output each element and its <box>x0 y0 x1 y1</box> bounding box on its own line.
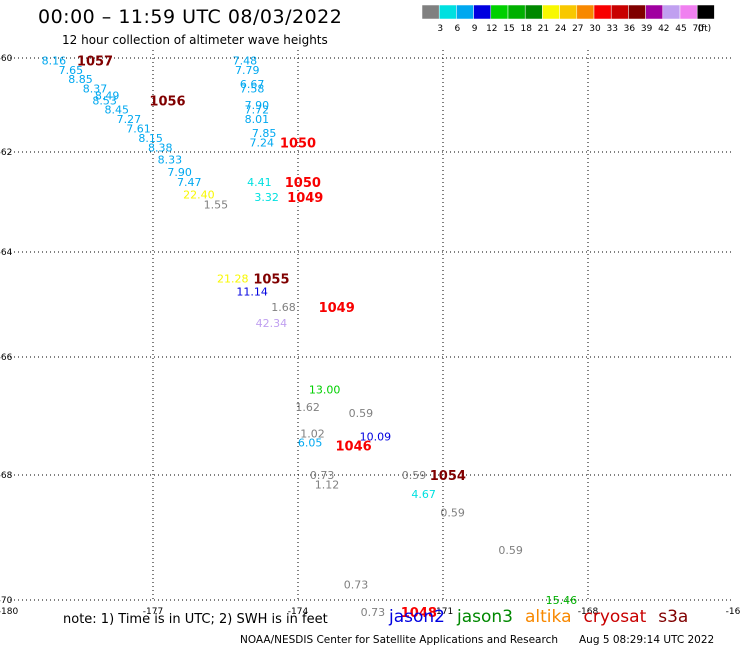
colorbar-label: 15 <box>503 24 514 34</box>
wave-height-label: 6.67 <box>240 78 265 91</box>
pressure-label: 1049 <box>319 301 355 316</box>
satellite-cryosat: cryosat <box>583 607 647 627</box>
x-tick-label: -168 <box>578 607 599 617</box>
wave-height-label: 7.58 <box>240 83 265 96</box>
colorbar-label: 3 <box>437 24 443 34</box>
colorbar-label: 27 <box>572 24 583 34</box>
wave-height-label: 7.47 <box>177 176 202 189</box>
x-tick-label: -16 <box>726 607 740 617</box>
wave-height-label: 8.37 <box>83 83 108 96</box>
wave-height-label: 8.53 <box>92 94 117 107</box>
colorbar-label: 18 <box>520 24 532 34</box>
wave-height-label: 1.02 <box>300 428 325 441</box>
pressure-label: 1056 <box>149 94 185 109</box>
wave-height-label: 7.65 <box>59 64 84 77</box>
pressure-label: 1050 <box>280 137 316 152</box>
satellite-legend: jason2 jason3 altika cryosat s3a <box>389 607 700 627</box>
color-scale-legend: 3 6 9 12 15 18 21 24 27 30 33 36 39 42 45 70(ft) <box>422 5 715 34</box>
wave-height-label: 7.79 <box>235 64 260 77</box>
wave-height-label: 1.62 <box>295 401 320 414</box>
colorbar-label: 33 <box>606 24 617 34</box>
wave-height-label: 7.61 <box>126 123 151 136</box>
y-tick-label: -66 <box>0 353 13 363</box>
x-tick-label: -177 <box>143 607 163 617</box>
credit-timestamp: Aug 5 08:29:14 UTC 2022 <box>579 634 715 646</box>
wave-height-label: 7.85 <box>252 127 277 140</box>
wave-height-label: 8.15 <box>138 132 163 145</box>
pressure-label: 1046 <box>335 440 371 455</box>
wave-height-label: 8.33 <box>158 154 183 167</box>
wave-height-label: 7.90 <box>245 99 270 112</box>
satellite-altika: altika <box>525 607 572 627</box>
x-tick-label: -180 <box>0 607 18 617</box>
wave-height-label: 22.40 <box>183 189 215 202</box>
wave-height-label: 0.73 <box>361 606 386 619</box>
pressure-label: 1050 <box>285 176 321 191</box>
wave-height-label: 8.01 <box>245 113 270 126</box>
y-tick-label: -64 <box>0 248 13 258</box>
wave-height-label: 42.34 <box>256 317 288 330</box>
wave-height-label: 8.16 <box>42 54 67 67</box>
wave-height-label: 6.05 <box>298 437 323 450</box>
wave-height-label: 4.41 <box>247 176 272 189</box>
chart-title: 00:00 – 11:59 UTC 08/03/2022 <box>38 6 343 28</box>
colorbar-unit: (ft) <box>698 24 712 34</box>
colorbar-label: 45 <box>675 24 686 34</box>
wave-height-label: 8.38 <box>148 141 173 154</box>
wave-height-label: 4.67 <box>411 488 436 501</box>
colorbar-label: 42 <box>658 24 669 34</box>
wave-height-label: 1.12 <box>315 478 340 491</box>
wave-height-label: 0.59 <box>402 469 427 482</box>
y-tick-label: -62 <box>0 148 12 158</box>
wave-height-label: 8.49 <box>95 90 120 103</box>
colorbar-label: 24 <box>555 24 567 34</box>
colorbar-label: 70 <box>692 24 704 34</box>
wave-height-label: 7.90 <box>167 166 192 179</box>
credit-line: NOAA/NESDIS Center for Satellite Applica… <box>240 634 558 646</box>
wave-height-label: 3.32 <box>254 191 279 204</box>
colorbar-label: 39 <box>641 24 653 34</box>
colorbar-bin <box>696 5 715 20</box>
colorbar-label: 9 <box>472 24 478 34</box>
y-tick-label: -70 <box>0 596 13 606</box>
wave-height-label: 7.72 <box>245 104 270 117</box>
satellite-jason3: jason3 <box>457 607 513 627</box>
colorbar-label: 6 <box>455 24 461 34</box>
colorbar-label: 21 <box>538 24 549 34</box>
pressure-label: 1055 <box>253 272 289 287</box>
wave-height-label: 7.27 <box>117 113 142 126</box>
pressure-label: 1054 <box>430 469 466 484</box>
wave-height-label: 10.09 <box>360 431 392 444</box>
wave-height-label: 7.24 <box>250 137 275 150</box>
wave-height-label: 7.48 <box>233 54 258 67</box>
wave-height-label: 8.85 <box>68 73 93 86</box>
colorbar-label: 30 <box>589 24 601 34</box>
wave-height-label: 0.59 <box>440 507 465 520</box>
x-tick-label: -171 <box>433 607 453 617</box>
wave-height-label: 0.59 <box>498 544 523 557</box>
wave-height-label: 0.59 <box>349 407 374 420</box>
pressure-label: 1048 <box>401 606 437 621</box>
pressure-label: 1049 <box>287 191 323 206</box>
satellite-jason2: jason2 <box>389 607 445 627</box>
chart-subtitle: 12 hour collection of altimeter wave hei… <box>62 33 328 47</box>
wave-height-label: 8.45 <box>105 104 130 117</box>
colorbar-label: 36 <box>624 24 636 34</box>
y-tick-label: -68 <box>0 471 13 481</box>
colorbar-label: 12 <box>486 24 497 34</box>
footnote: note: 1) Time is in UTC; 2) SWH is in fe… <box>63 612 328 627</box>
satellite-s3a: s3a <box>658 607 689 627</box>
wave-height-label: 13.00 <box>309 383 341 396</box>
wave-height-label: 0.73 <box>344 578 369 591</box>
wave-height-label: 1.55 <box>204 199 229 212</box>
wave-height-label: 21.28 <box>217 272 249 285</box>
y-tick-label: -60 <box>0 54 13 64</box>
wave-height-label: 15.46 <box>546 594 578 607</box>
wave-height-label: 11.14 <box>236 285 268 298</box>
x-tick-label: -174 <box>288 607 309 617</box>
wave-height-label: 0.73 <box>310 469 335 482</box>
wave-height-label: 1.68 <box>271 301 296 314</box>
pressure-label: 1057 <box>77 54 113 69</box>
